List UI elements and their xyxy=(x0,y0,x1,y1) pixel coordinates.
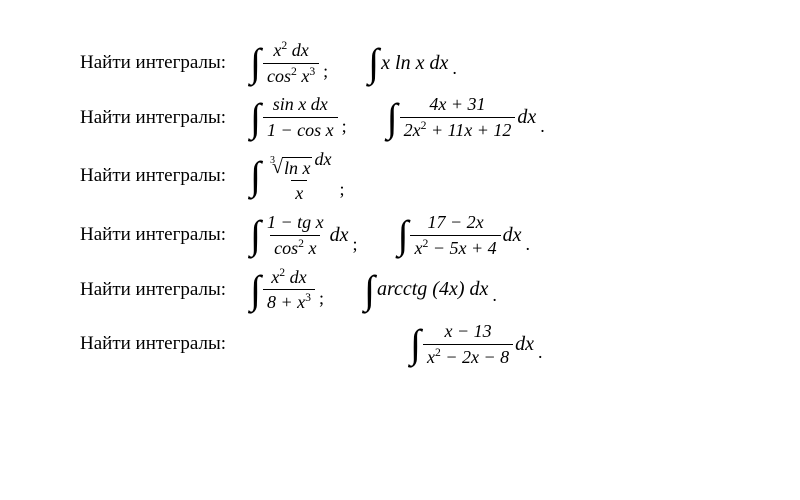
integral-sign-icon: ∫ xyxy=(410,324,421,364)
dx: dx xyxy=(330,224,349,247)
punct: . xyxy=(452,58,457,83)
row-label: Найти интегралы: xyxy=(80,52,250,74)
formulas: ∫ 1 − tg x cos2 x dx ; ∫ 17 − 2x x2 − 5x… xyxy=(250,212,530,258)
cube-root: 3√ ln x xyxy=(267,157,312,179)
den: x2 − 5x + 4 xyxy=(414,238,496,258)
dx: dx xyxy=(515,333,534,356)
punct: . xyxy=(526,234,531,259)
formulas: ∫ sin x dx 1 − cos x ; ∫ 4x + 31 2x2 + 1… xyxy=(250,94,545,140)
punct: . xyxy=(492,285,497,310)
integral-2-left: ∫ sin x dx 1 − cos x ; xyxy=(250,94,347,140)
den: 8 + x3 xyxy=(267,292,311,312)
den: x2 − 2x − 8 xyxy=(427,347,509,367)
row-label: Найти интегралы: xyxy=(80,165,250,187)
num: 4x + 31 xyxy=(429,94,485,114)
integral-sign-icon: ∫ xyxy=(398,215,409,255)
integral-sign-icon: ∫ xyxy=(250,156,261,196)
integral-6-right: ∫ x − 13 x2 − 2x − 8 dx . xyxy=(410,321,543,367)
punct: ; xyxy=(319,288,324,313)
integral-sign-icon: ∫ xyxy=(250,98,261,138)
integral-sign-icon: ∫ xyxy=(250,215,261,255)
formulas: ∫ x2 dx 8 + x3 ; ∫ arcctg (4x) dx . xyxy=(250,267,497,313)
integral-1-left: ∫ x2 dx cos2 x3 ; xyxy=(250,40,328,86)
num: sin x dx xyxy=(273,94,328,114)
integral-sign-icon: ∫ xyxy=(364,270,375,310)
den: cos2 x3 xyxy=(267,66,315,86)
num: x − 13 xyxy=(444,321,491,341)
dx: dx xyxy=(517,106,536,129)
row-6: Найти интегралы: ∫ x − 13 x2 − 2x − 8 dx… xyxy=(80,321,800,367)
row-3: Найти интегралы: ∫ 3√ ln x dx x ; xyxy=(80,149,800,204)
integral-4-right: ∫ 17 − 2x x2 − 5x + 4 dx . xyxy=(398,212,531,258)
row-4: Найти интегралы: ∫ 1 − tg x cos2 x dx ; … xyxy=(80,212,800,258)
punct: ; xyxy=(339,179,344,204)
den: 2x2 + 11x + 12 xyxy=(404,120,512,140)
formulas: ∫ x − 13 x2 − 2x − 8 dx . xyxy=(410,321,543,367)
punct: . xyxy=(540,116,545,141)
formulas: ∫ 3√ ln x dx x ; xyxy=(250,149,344,204)
row-label: Найти интегралы: xyxy=(80,279,250,301)
row-5: Найти интегралы: ∫ x2 dx 8 + x3 ; ∫ arcc… xyxy=(80,267,800,313)
integral-5-right: ∫ arcctg (4x) dx . xyxy=(364,270,497,310)
num: 17 − 2x xyxy=(427,212,483,232)
num: 1 − tg x xyxy=(267,212,324,232)
integral-5-left: ∫ x2 dx 8 + x3 ; xyxy=(250,267,324,313)
punct: . xyxy=(538,342,543,367)
punct: ; xyxy=(342,116,347,141)
row-label: Найти интегралы: xyxy=(80,107,250,129)
radicand: ln x xyxy=(284,158,311,178)
row-label: Найти интегралы: xyxy=(80,224,250,246)
page: Найти интегралы: ∫ x2 dx cos2 x3 ; ∫ x l… xyxy=(0,0,800,367)
integral-4-left: ∫ 1 − tg x cos2 x dx ; xyxy=(250,212,358,258)
punct: ; xyxy=(323,61,328,86)
integral-sign-icon: ∫ xyxy=(368,43,379,83)
formulas: ∫ x2 dx cos2 x3 ; ∫ x ln x dx . xyxy=(250,40,457,86)
row-2: Найти интегралы: ∫ sin x dx 1 − cos x ; … xyxy=(80,94,800,140)
num: x2 dx xyxy=(271,267,306,287)
integral-3-left: ∫ 3√ ln x dx x ; xyxy=(250,149,344,204)
integral-2-right: ∫ 4x + 31 2x2 + 11x + 12 dx . xyxy=(387,94,545,140)
den: 1 − cos x xyxy=(267,120,334,140)
den: x xyxy=(295,183,303,203)
integral-sign-icon: ∫ xyxy=(250,43,261,83)
integral-1-right: ∫ x ln x dx . xyxy=(368,43,457,83)
den: cos2 x xyxy=(274,238,316,258)
punct: ; xyxy=(353,234,358,259)
integral-sign-icon: ∫ xyxy=(250,270,261,310)
row-1: Найти интегралы: ∫ x2 dx cos2 x3 ; ∫ x l… xyxy=(80,40,800,86)
integral-sign-icon: ∫ xyxy=(387,98,398,138)
dx: dx xyxy=(314,149,331,169)
dx: dx xyxy=(503,224,522,247)
plain-integrand: arcctg (4x) dx xyxy=(377,278,488,301)
num: x2 dx xyxy=(273,40,308,60)
plain-integrand: x ln x dx xyxy=(381,52,448,75)
row-label: Найти интегралы: xyxy=(80,333,250,355)
